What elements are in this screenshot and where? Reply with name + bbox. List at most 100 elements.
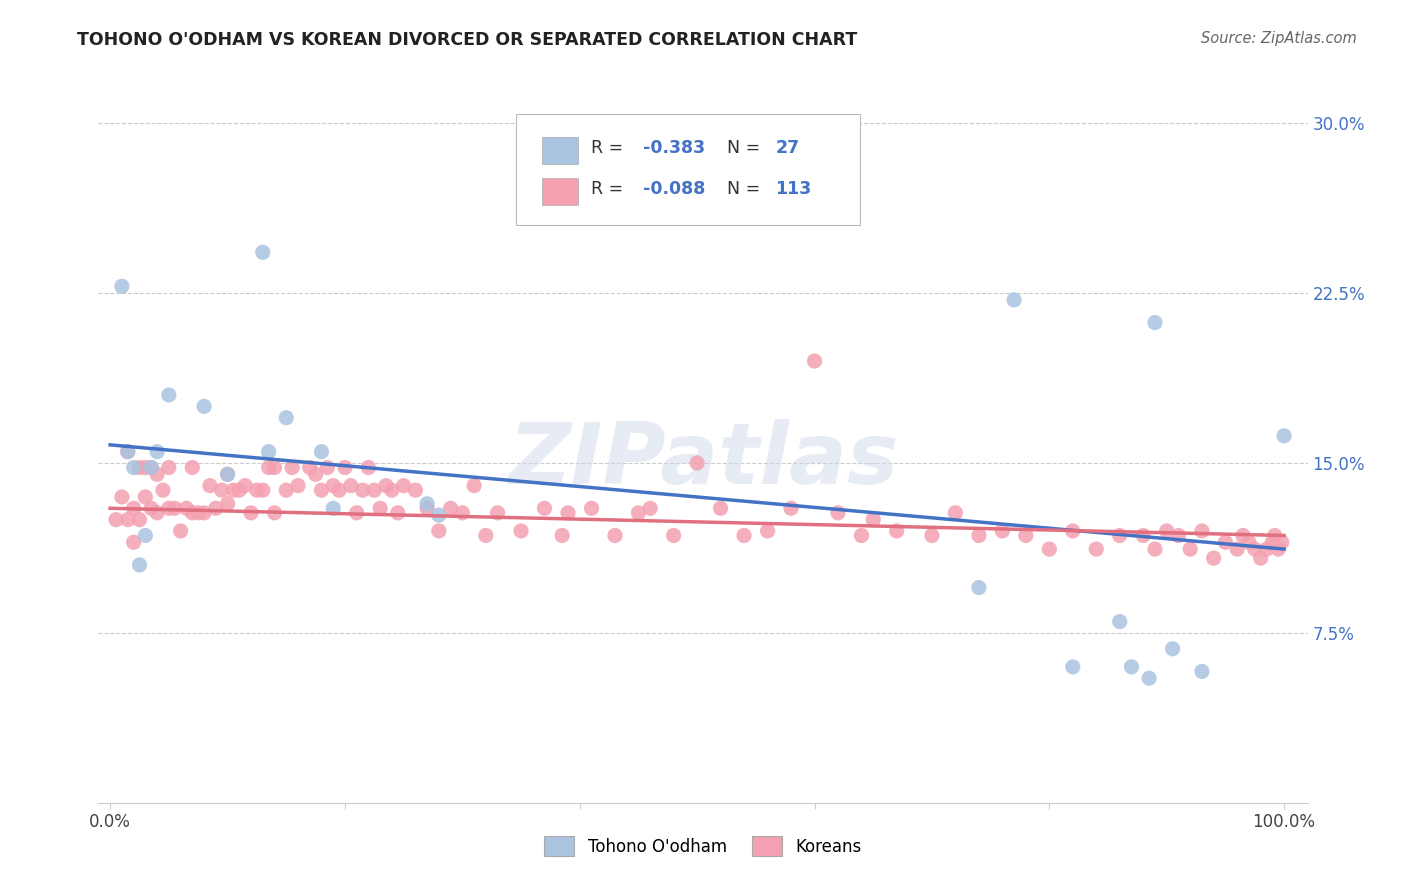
Point xyxy=(1121,660,1143,674)
Point xyxy=(463,478,485,492)
Point xyxy=(1062,524,1084,538)
Point xyxy=(851,528,873,542)
Point xyxy=(1002,293,1025,307)
Point xyxy=(193,400,215,414)
Point xyxy=(141,460,163,475)
Point xyxy=(134,490,156,504)
Text: TOHONO O'ODHAM VS KOREAN DIVORCED OR SEPARATED CORRELATION CHART: TOHONO O'ODHAM VS KOREAN DIVORCED OR SEP… xyxy=(77,31,858,49)
Point xyxy=(886,524,908,538)
Point xyxy=(427,508,450,522)
Point xyxy=(733,528,755,542)
Point xyxy=(181,460,204,475)
Point xyxy=(128,558,150,572)
Text: Source: ZipAtlas.com: Source: ZipAtlas.com xyxy=(1201,31,1357,46)
Point xyxy=(1226,542,1249,557)
Point xyxy=(311,483,333,498)
Point xyxy=(263,460,285,475)
FancyBboxPatch shape xyxy=(516,114,860,225)
Point xyxy=(945,506,967,520)
Point xyxy=(233,478,256,492)
Point xyxy=(1015,528,1038,542)
Point xyxy=(686,456,709,470)
Point xyxy=(181,506,204,520)
Point xyxy=(322,501,344,516)
Point xyxy=(157,460,180,475)
Point xyxy=(117,444,139,458)
Point xyxy=(1267,542,1289,557)
Text: N =: N = xyxy=(727,139,766,157)
Point xyxy=(311,444,333,458)
Point xyxy=(128,513,150,527)
Point xyxy=(246,483,269,498)
Point xyxy=(475,528,498,542)
Point xyxy=(146,506,169,520)
Point xyxy=(281,460,304,475)
Point xyxy=(862,513,884,527)
Point xyxy=(967,581,990,595)
Point xyxy=(1038,542,1060,557)
Text: R =: R = xyxy=(591,180,628,198)
Point xyxy=(551,528,574,542)
Point xyxy=(404,483,426,498)
Point xyxy=(1191,665,1213,679)
Point xyxy=(287,478,309,492)
Point xyxy=(756,524,779,538)
Point xyxy=(146,467,169,482)
Point xyxy=(451,506,474,520)
Point xyxy=(1232,528,1254,542)
Point xyxy=(427,524,450,538)
Point xyxy=(991,524,1014,538)
Point xyxy=(152,483,174,498)
Point xyxy=(1261,535,1284,549)
Text: ZIPatlas: ZIPatlas xyxy=(508,418,898,502)
Text: -0.383: -0.383 xyxy=(643,139,704,157)
Point xyxy=(967,528,990,542)
Point xyxy=(662,528,685,542)
FancyBboxPatch shape xyxy=(543,137,578,164)
Point xyxy=(627,506,650,520)
Point xyxy=(163,501,186,516)
Point xyxy=(257,444,280,458)
Text: N =: N = xyxy=(727,180,766,198)
Point xyxy=(157,388,180,402)
Point xyxy=(193,506,215,520)
Point xyxy=(276,483,298,498)
Point xyxy=(1264,528,1286,542)
FancyBboxPatch shape xyxy=(543,178,578,205)
Text: 113: 113 xyxy=(776,180,811,198)
Point xyxy=(1156,524,1178,538)
Point xyxy=(122,535,145,549)
Point xyxy=(1250,551,1272,566)
Point xyxy=(352,483,374,498)
Point xyxy=(228,483,250,498)
Point xyxy=(363,483,385,498)
Point xyxy=(710,501,733,516)
Point xyxy=(603,528,626,542)
Point xyxy=(638,501,661,516)
Point xyxy=(240,506,263,520)
Point xyxy=(1108,528,1130,542)
Point xyxy=(222,483,245,498)
Point xyxy=(581,501,603,516)
Point xyxy=(1161,641,1184,656)
Point xyxy=(252,245,274,260)
Point xyxy=(257,460,280,475)
Point xyxy=(827,506,849,520)
Point xyxy=(1167,528,1189,542)
Point xyxy=(304,467,326,482)
Point xyxy=(346,506,368,520)
Point xyxy=(141,501,163,516)
Point xyxy=(298,460,321,475)
Point xyxy=(204,501,226,516)
Point xyxy=(1256,542,1278,557)
Point xyxy=(217,467,239,482)
Point xyxy=(1108,615,1130,629)
Point xyxy=(375,478,398,492)
Legend: Tohono O'odham, Koreans: Tohono O'odham, Koreans xyxy=(538,830,868,863)
Point xyxy=(416,501,439,516)
Text: -0.088: -0.088 xyxy=(643,180,704,198)
Point xyxy=(533,501,555,516)
Point xyxy=(217,497,239,511)
Point xyxy=(146,444,169,458)
Point xyxy=(169,524,191,538)
